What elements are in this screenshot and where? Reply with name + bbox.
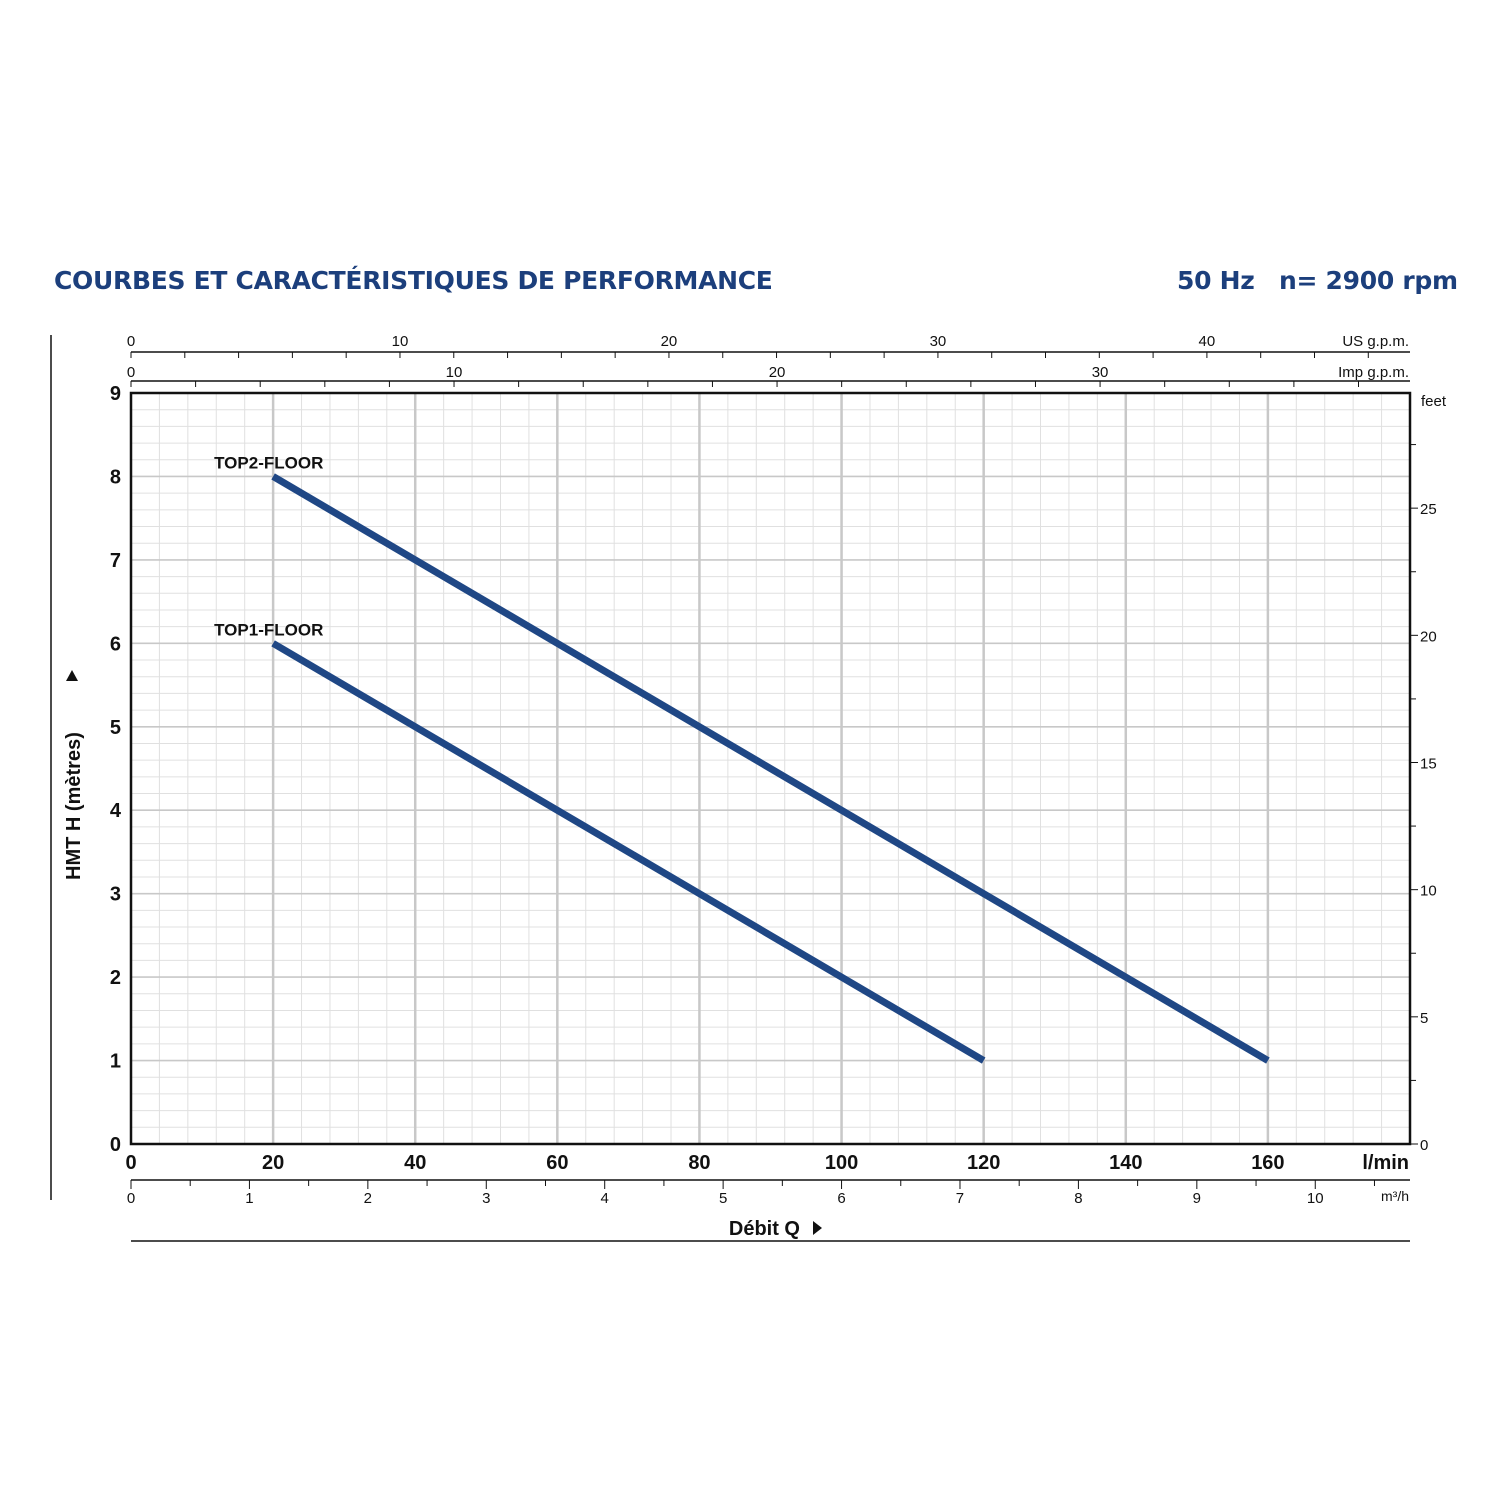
- x-tick-label: 0: [125, 1152, 136, 1174]
- imp-gpm-tick-label: 0: [127, 364, 135, 381]
- feet-tick-label: 25: [1420, 501, 1437, 518]
- x-tick-label: 120: [967, 1152, 1000, 1174]
- curve-label: TOP2-FLOOR: [214, 453, 323, 472]
- us-gpm-tick-label: 30: [930, 333, 947, 350]
- y-tick-label: 0: [110, 1134, 121, 1156]
- x-tick-label: 20: [262, 1152, 284, 1174]
- curve-top2-floor: [271, 473, 1270, 1064]
- m3h-unit-label: m³/h: [1381, 1188, 1409, 1204]
- y-tick-label: 8: [110, 466, 121, 488]
- feet-tick-label: 20: [1420, 628, 1437, 645]
- m3h-tick-label: 8: [1074, 1190, 1082, 1207]
- y-tick-label: 1: [110, 1051, 121, 1073]
- imp-gpm-tick-label: 20: [769, 364, 786, 381]
- us-gpm-unit-label: US g.p.m.: [1342, 333, 1409, 350]
- x-tick-label: 100: [825, 1152, 858, 1174]
- feet-tick-label: 15: [1420, 755, 1437, 772]
- m3h-tick-label: 9: [1193, 1190, 1201, 1207]
- feet-tick-label: 5: [1420, 1010, 1428, 1027]
- page-title: COURBES ET CARACTÉRISTIQUES DE PERFORMAN…: [54, 266, 773, 295]
- curve-top1-floor: [271, 640, 986, 1064]
- x-tick-label: 40: [404, 1152, 426, 1174]
- curve-label: TOP1-FLOOR: [214, 620, 323, 639]
- x-tick-label: 60: [546, 1152, 568, 1174]
- y-tick-label: 7: [110, 550, 121, 572]
- x-tick-label: 80: [688, 1152, 710, 1174]
- x-axis-arrow-icon: [813, 1221, 822, 1235]
- speed-label: n= 2900 rpm: [1279, 266, 1458, 295]
- imp-gpm-tick-label: 30: [1092, 364, 1109, 381]
- us-gpm-tick-label: 20: [661, 333, 678, 350]
- y-tick-label: 3: [110, 884, 121, 906]
- m3h-tick-label: 10: [1307, 1190, 1324, 1207]
- y-tick-label: 5: [110, 717, 121, 739]
- m3h-tick-label: 3: [482, 1190, 490, 1207]
- m3h-tick-label: 0: [127, 1190, 135, 1207]
- us-gpm-tick-label: 0: [127, 333, 135, 350]
- us-gpm-tick-label: 10: [392, 333, 409, 350]
- y-tick-label: 2: [110, 967, 121, 989]
- frequency-label: 50 Hz: [1177, 266, 1255, 295]
- m3h-tick-label: 4: [601, 1190, 609, 1207]
- m3h-tick-label: 1: [245, 1190, 253, 1207]
- y-tick-label: 4: [110, 800, 122, 822]
- y-axis-arrow-icon: [66, 670, 78, 681]
- imp-gpm-tick-label: 10: [446, 364, 463, 381]
- y-tick-label: 9: [110, 383, 121, 405]
- us-gpm-tick-label: 40: [1199, 333, 1216, 350]
- m3h-tick-label: 6: [837, 1190, 845, 1207]
- x-tick-label: 160: [1251, 1152, 1284, 1174]
- x-axis-title: Débit Q: [729, 1218, 800, 1240]
- x-unit-label: l/min: [1362, 1152, 1409, 1174]
- imp-gpm-unit-label: Imp g.p.m.: [1338, 364, 1409, 381]
- m3h-tick-label: 7: [956, 1190, 964, 1207]
- plot-frame: [129, 391, 1412, 1146]
- feet-tick-label: 10: [1420, 883, 1437, 900]
- x-tick-label: 140: [1109, 1152, 1142, 1174]
- feet-unit-label: feet: [1421, 393, 1447, 410]
- y-tick-label: 6: [110, 633, 121, 655]
- m3h-tick-label: 2: [364, 1190, 372, 1207]
- m3h-tick-label: 5: [719, 1190, 727, 1207]
- feet-tick-label: 0: [1420, 1137, 1428, 1154]
- y-axis-title: HMT H (mètres): [63, 732, 85, 880]
